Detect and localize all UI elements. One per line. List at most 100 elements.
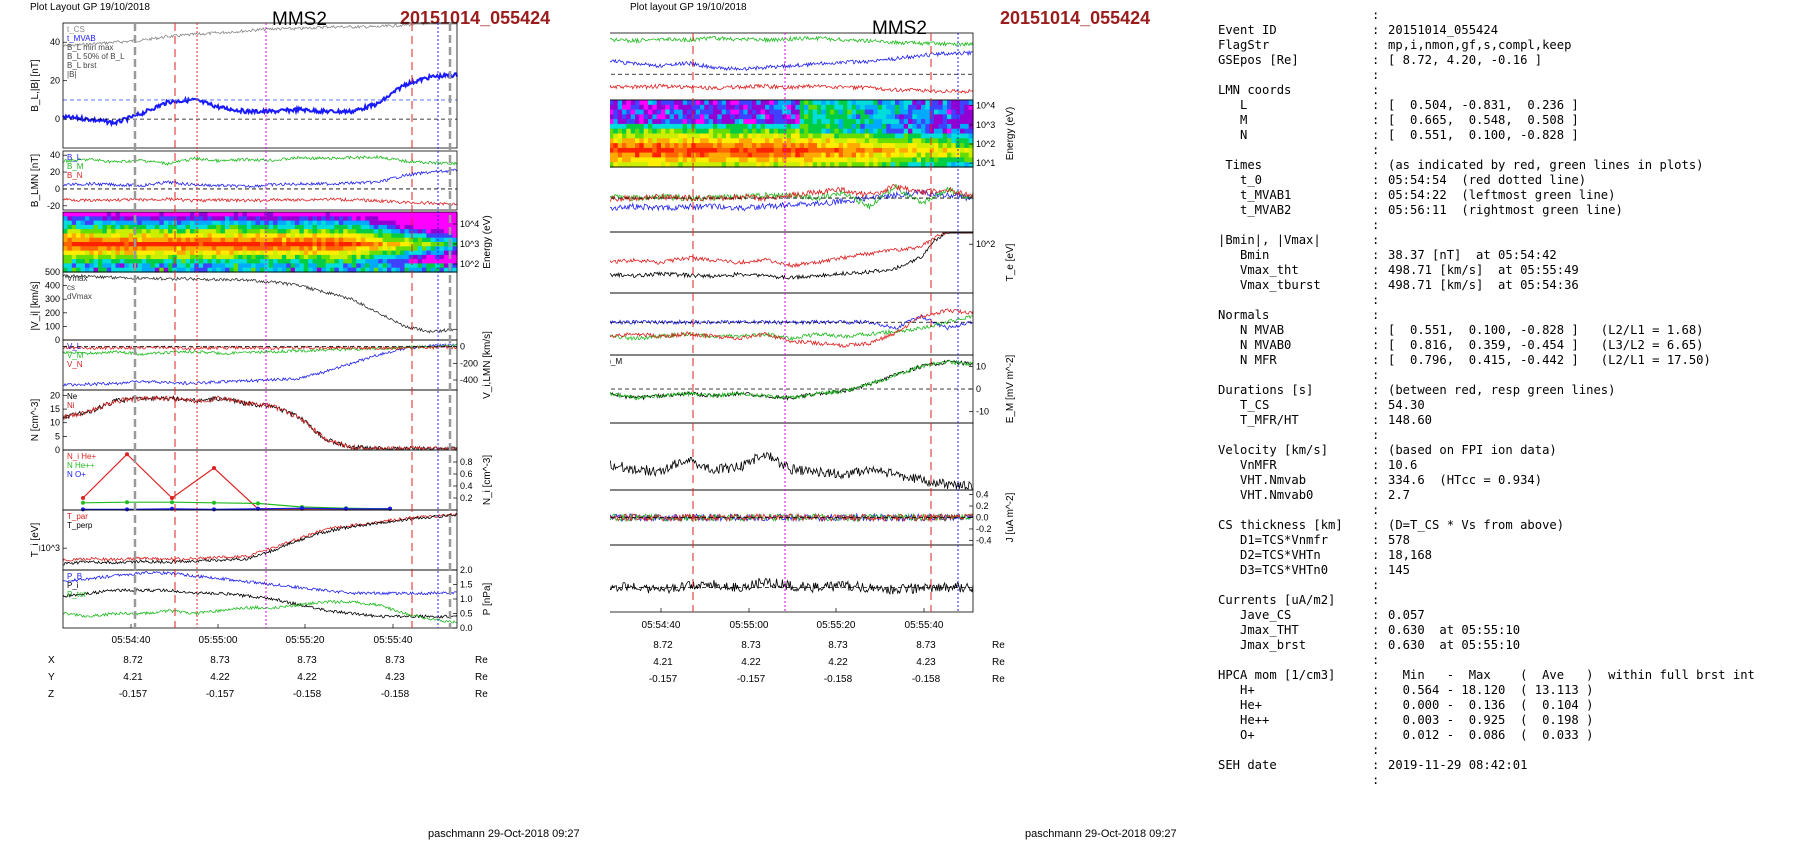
spectrogram-cell bbox=[951, 143, 957, 149]
spectrogram-cell bbox=[168, 233, 174, 239]
spectrogram-cell bbox=[159, 267, 165, 273]
spectrogram-cell bbox=[220, 254, 226, 260]
spectrogram-cell bbox=[656, 100, 662, 106]
spectrogram-cell bbox=[869, 138, 874, 144]
spectrogram-cell bbox=[678, 147, 684, 154]
spectrogram-cell bbox=[882, 119, 887, 125]
spectrogram-cell bbox=[150, 254, 156, 260]
spectrogram-cell bbox=[804, 147, 809, 154]
spectrogram-cell bbox=[98, 237, 103, 243]
spectrogram-cell bbox=[947, 157, 952, 163]
spectrogram-cell bbox=[799, 152, 805, 158]
ephemeris-value: 8.73 bbox=[210, 655, 230, 666]
spectrogram-cell bbox=[229, 220, 235, 226]
spectrogram-cell bbox=[356, 259, 362, 264]
spectrogram-cell bbox=[734, 138, 740, 144]
spectrogram-cell bbox=[71, 216, 77, 222]
spectrogram-cell bbox=[704, 138, 710, 144]
spectrogram-cell bbox=[942, 128, 948, 135]
spectrogram-cell bbox=[695, 147, 701, 154]
spectrogram-cell bbox=[295, 267, 300, 273]
spectrogram-cell bbox=[639, 152, 645, 158]
spectrogram-cell bbox=[752, 128, 757, 135]
spectrogram-cell bbox=[71, 224, 77, 230]
summary-value: 0.003 - 0.925 ( 0.198 ) bbox=[1388, 713, 1594, 727]
spectrogram-cell bbox=[168, 237, 174, 243]
spectrogram-cell bbox=[652, 114, 658, 120]
spectrogram-cell bbox=[938, 143, 944, 149]
spectrogram-cell bbox=[89, 246, 95, 252]
spectrogram-cell bbox=[264, 246, 270, 252]
spectrogram-cell bbox=[128, 246, 134, 252]
spectrogram-cell bbox=[795, 104, 801, 111]
spectrogram-cell bbox=[190, 224, 195, 230]
spectrogram-cell bbox=[765, 114, 770, 120]
spectrogram-cell bbox=[233, 237, 239, 243]
spectrogram-cell bbox=[739, 109, 744, 115]
summary-row: M:[ 0.665, 0.548, 0.508 ] bbox=[1218, 113, 1755, 128]
spectrogram-cell bbox=[413, 267, 419, 273]
spectrogram-cell bbox=[168, 220, 174, 226]
spectrogram-cell bbox=[408, 229, 414, 234]
spectrogram-cell bbox=[687, 100, 692, 106]
spectrogram-cell bbox=[669, 123, 675, 130]
spectrogram-cell bbox=[747, 157, 753, 163]
spectrogram-cell bbox=[181, 254, 187, 260]
spectrogram-cell bbox=[669, 162, 675, 168]
spectrogram-cell bbox=[691, 152, 697, 158]
spectrogram-cell bbox=[220, 233, 226, 239]
spectrogram-cell bbox=[856, 104, 861, 111]
spectrogram-cell bbox=[951, 147, 957, 154]
spectrogram-cell bbox=[886, 128, 892, 135]
spectrogram-cell bbox=[387, 259, 392, 264]
spectrogram-cell bbox=[176, 220, 182, 226]
spectrogram-cell bbox=[812, 138, 818, 144]
spectrogram-cell bbox=[277, 250, 283, 256]
spectrogram-cell bbox=[115, 242, 121, 247]
summary-colon: : bbox=[1372, 443, 1380, 457]
spectrogram-cell bbox=[717, 157, 723, 163]
spectrogram-cell bbox=[812, 143, 818, 149]
spectrogram-cell bbox=[290, 224, 296, 230]
spectrogram-cell bbox=[115, 259, 121, 264]
summary-colon: : bbox=[1372, 488, 1380, 502]
spectrogram-cell bbox=[203, 216, 209, 222]
spectrogram-cell bbox=[273, 224, 279, 230]
spectrogram-cell bbox=[661, 147, 666, 154]
spectrogram-cell bbox=[929, 157, 935, 163]
spectrogram-cell bbox=[264, 254, 270, 260]
spectrogram-cell bbox=[743, 143, 749, 149]
spectrogram-cell bbox=[708, 133, 714, 139]
series-line--b- bbox=[62, 23, 457, 48]
spectrogram-cell bbox=[921, 109, 926, 115]
spectrogram-cell bbox=[439, 259, 445, 264]
legend-entry: t_MVAB bbox=[67, 34, 96, 43]
spectrogram-cell bbox=[730, 157, 736, 163]
spectrogram-cell bbox=[882, 138, 887, 144]
summary-colon: : bbox=[1372, 8, 1380, 22]
spectrogram-cell bbox=[825, 162, 831, 168]
spectrogram-cell bbox=[63, 250, 68, 256]
spectrogram-cell bbox=[791, 133, 796, 139]
spectrogram-cell bbox=[704, 133, 710, 139]
spectrogram-cell bbox=[373, 224, 379, 230]
spectrogram-cell bbox=[856, 128, 861, 135]
spectrogram-cell bbox=[695, 157, 701, 163]
spectrogram-cell bbox=[216, 246, 222, 252]
spectrogram-cell bbox=[225, 229, 230, 234]
spectrogram-cell bbox=[76, 224, 82, 230]
spectrogram-cell bbox=[700, 100, 705, 106]
spectrogram-cell bbox=[851, 109, 857, 115]
summary-key: M bbox=[1218, 113, 1248, 127]
spectrogram-cell bbox=[890, 152, 896, 158]
spectrogram-cell bbox=[964, 152, 970, 158]
legend-entry: N_i He+ bbox=[67, 452, 96, 461]
spectrogram-cell bbox=[817, 109, 822, 115]
spectrogram-cell bbox=[351, 263, 357, 269]
spectrogram-cell bbox=[626, 123, 632, 130]
spectrogram-cell bbox=[207, 242, 213, 247]
spectrogram-cell bbox=[365, 267, 371, 273]
spectrogram-cell bbox=[84, 250, 90, 256]
spectrogram-cell bbox=[765, 143, 770, 149]
spectrogram-cell bbox=[308, 212, 314, 217]
